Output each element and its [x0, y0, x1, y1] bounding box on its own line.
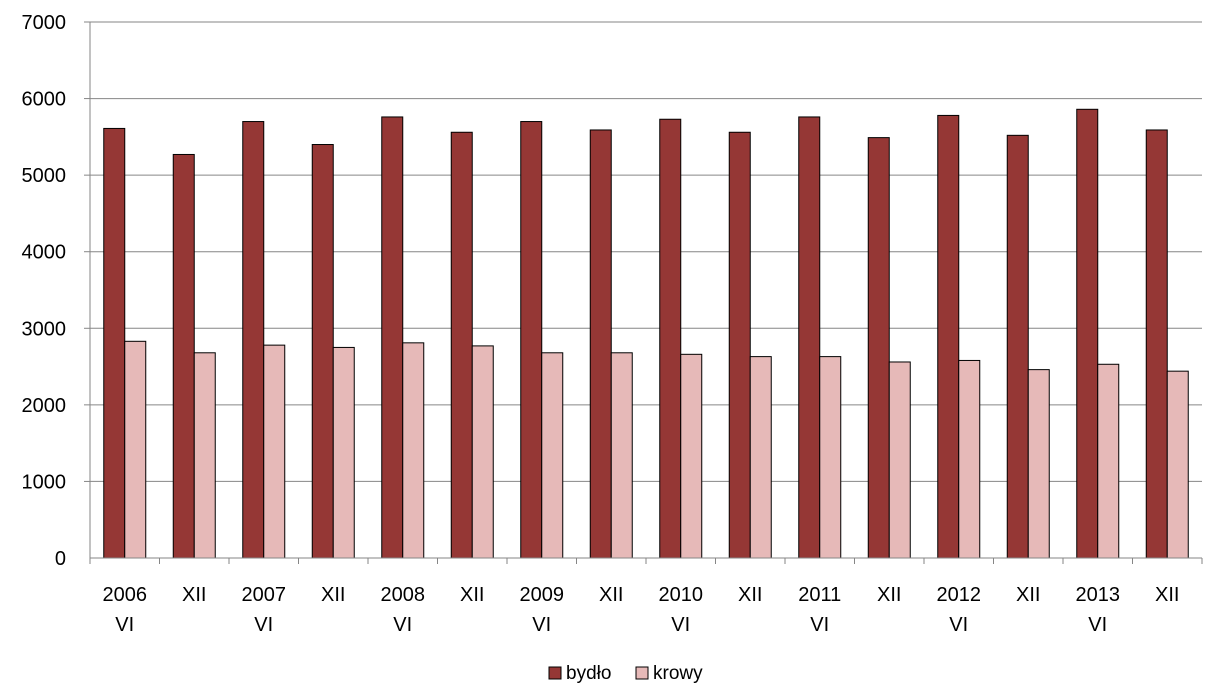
- bar-bydlo: [937, 114, 960, 559]
- legend: bydło krowy: [548, 663, 703, 684]
- bar-krowy: [1166, 370, 1189, 559]
- bar-bydlo: [1145, 129, 1168, 559]
- bar-bydlo: [589, 129, 612, 559]
- x-tick-label: VI: [254, 614, 273, 636]
- bar-bydlo: [659, 118, 682, 559]
- bar-bydlo: [1006, 134, 1029, 559]
- x-tick-label: VI: [949, 614, 968, 636]
- bar-bydlo: [381, 116, 404, 559]
- bar-bydlo: [798, 116, 821, 559]
- y-tick-label: 1000: [22, 471, 67, 493]
- x-tick-label: VI: [532, 614, 551, 636]
- x-tick-label: XII: [738, 584, 762, 606]
- x-tick-label: XII: [182, 584, 206, 606]
- bar-bydlo: [242, 121, 265, 559]
- x-tick-label: 2006: [103, 584, 148, 606]
- bar-bydlo: [311, 144, 334, 559]
- bar-krowy: [958, 359, 981, 559]
- x-tick-label: 2010: [659, 584, 704, 606]
- bar-krowy: [263, 344, 286, 559]
- y-tick-label: 2000: [22, 395, 67, 417]
- x-tick-label: XII: [1155, 584, 1179, 606]
- x-tick-label: 2013: [1076, 584, 1121, 606]
- y-tick-label: 5000: [22, 165, 67, 187]
- x-tick-label: VI: [393, 614, 412, 636]
- bar-krowy: [1027, 369, 1050, 559]
- x-tick-label: VI: [810, 614, 829, 636]
- bar-krowy: [332, 346, 355, 559]
- bar-krowy: [888, 361, 911, 559]
- bar-krowy: [1097, 363, 1120, 559]
- y-tick-label: 7000: [22, 12, 67, 34]
- y-tick-label: 4000: [22, 242, 67, 264]
- legend-swatch-krowy: [635, 666, 649, 680]
- bar-bydlo: [520, 121, 543, 559]
- legend-swatch-bydlo: [548, 666, 562, 680]
- x-tick-label: XII: [321, 584, 345, 606]
- bar-krowy: [819, 356, 842, 559]
- y-tick-label: 3000: [22, 318, 67, 340]
- bar-krowy: [402, 342, 425, 559]
- legend-label-bydlo: bydło: [566, 663, 611, 684]
- x-tick-label: VI: [1088, 614, 1107, 636]
- bar-krowy: [193, 352, 216, 559]
- x-tick-label: 2011: [798, 584, 841, 606]
- bar-bydlo: [450, 131, 473, 559]
- x-tick-label: 2009: [520, 584, 565, 606]
- bar-krowy: [680, 353, 703, 559]
- x-tick-label: XII: [1016, 584, 1040, 606]
- bar-bydlo: [103, 127, 126, 559]
- bar-bydlo: [867, 137, 890, 559]
- x-tick-label: 2008: [381, 584, 426, 606]
- bar-krowy: [610, 352, 633, 559]
- x-tick-label: XII: [877, 584, 901, 606]
- axes: [84, 21, 1203, 564]
- x-tick-label: 2007: [242, 584, 287, 606]
- y-tick-label: 0: [55, 548, 66, 570]
- bar-krowy: [541, 352, 564, 559]
- x-tick-label: VI: [115, 614, 134, 636]
- y-axis-tick-labels: 0 1000 2000 3000 4000 5000 6000 7000: [22, 12, 67, 570]
- bars: [103, 108, 1189, 559]
- x-tick-label: XII: [460, 584, 484, 606]
- x-tick-label: VI: [671, 614, 690, 636]
- bar-bydlo: [172, 153, 195, 559]
- bar-krowy: [749, 356, 772, 559]
- bar-krowy: [471, 345, 494, 559]
- x-tick-label: 2012: [937, 584, 982, 606]
- x-tick-label: XII: [599, 584, 623, 606]
- bar-bydlo: [728, 131, 751, 559]
- x-axis-tick-labels: 2006 VI XII 2007 VI XII 2008 VI XII 2009 VI XII 2010…: [103, 584, 1180, 636]
- bar-krowy: [124, 340, 147, 559]
- legend-label-krowy: krowy: [653, 663, 703, 684]
- y-tick-label: 6000: [22, 89, 67, 111]
- bar-bydlo: [1076, 108, 1099, 559]
